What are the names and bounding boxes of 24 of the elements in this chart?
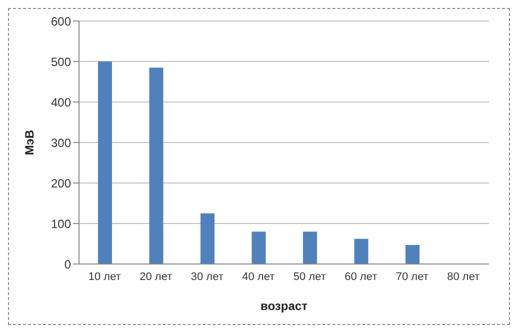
bar bbox=[98, 62, 112, 264]
x-tick-label: 20 лет bbox=[140, 270, 172, 283]
y-tick-label: 500 bbox=[50, 54, 72, 69]
bar bbox=[354, 238, 368, 264]
x-tick-label: 50 лет bbox=[293, 270, 326, 283]
y-tick-label: 200 bbox=[50, 176, 72, 190]
bar bbox=[252, 232, 266, 264]
bar bbox=[303, 232, 317, 264]
x-tick-label: 80 лет bbox=[447, 270, 480, 283]
y-tick-label: 300 bbox=[50, 136, 72, 150]
x-tick-label: 70 лет bbox=[396, 270, 428, 283]
bar bbox=[406, 244, 420, 264]
x-tick-label: 40 лет bbox=[242, 270, 275, 283]
y-tick-label: 400 bbox=[50, 95, 72, 110]
y-axis-title: МэВ bbox=[22, 130, 36, 156]
x-tick-label: 60 лет bbox=[344, 270, 378, 283]
y-tick-label: 0 bbox=[64, 257, 72, 272]
x-tick-label: 30 лет bbox=[190, 270, 224, 283]
y-tick-label: 100 bbox=[50, 216, 72, 231]
x-axis-title: возраст bbox=[260, 299, 308, 313]
x-tick-label: 10 лет bbox=[88, 270, 121, 283]
bar bbox=[149, 68, 164, 264]
bar bbox=[200, 213, 214, 264]
y-tick-label: 600 bbox=[50, 14, 72, 28]
